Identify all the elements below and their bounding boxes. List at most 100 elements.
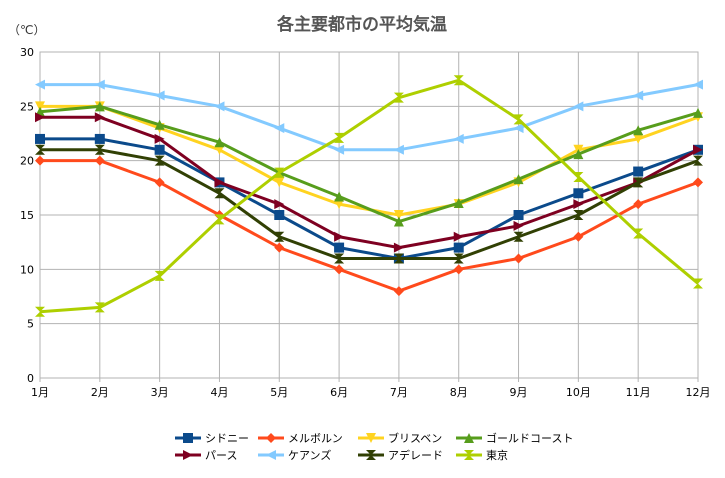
data-point — [453, 133, 464, 144]
legend-item: シドニー — [175, 432, 249, 445]
data-point — [453, 242, 464, 253]
data-point — [693, 278, 703, 289]
x-tick-label: 10月 — [566, 386, 591, 399]
data-point — [154, 270, 165, 281]
data-point — [154, 144, 165, 155]
legend-swatch-marker — [366, 450, 376, 460]
data-point — [334, 253, 345, 264]
legend-swatch-marker — [183, 433, 193, 443]
series-5 — [35, 112, 703, 253]
legend-item: ゴールドコースト — [456, 431, 573, 445]
data-point — [214, 137, 225, 148]
series-lines — [35, 75, 703, 317]
y-tick-label: 0 — [27, 372, 34, 385]
x-tick-label: 7月 — [390, 386, 408, 399]
data-point — [334, 191, 345, 202]
data-point — [453, 264, 464, 275]
data-point — [573, 101, 584, 112]
data-point — [154, 90, 165, 101]
data-point — [393, 216, 404, 227]
y-tick-label: 15 — [20, 209, 34, 222]
legend-swatch-marker — [464, 433, 474, 443]
x-tick-label: 4月 — [210, 386, 228, 399]
data-point — [94, 133, 105, 144]
series-6 — [35, 79, 703, 155]
series-line — [39, 104, 699, 224]
y-tick-label: 30 — [20, 46, 34, 59]
data-point — [214, 144, 225, 155]
legend-item: ブリスベン — [358, 431, 442, 445]
data-point — [35, 144, 45, 155]
legend-label: ゴールドコースト — [486, 431, 573, 445]
data-point — [35, 101, 45, 112]
data-point — [513, 231, 524, 242]
x-tick-label: 12月 — [686, 386, 711, 399]
series-line — [40, 159, 699, 293]
legend-label: パース — [205, 449, 237, 462]
legend-label: メルボルン — [288, 432, 343, 445]
data-point — [453, 198, 464, 209]
data-point — [214, 188, 225, 199]
data-point — [154, 119, 165, 130]
data-point — [334, 199, 345, 210]
data-point — [334, 144, 345, 155]
data-point — [573, 199, 584, 210]
data-point — [334, 231, 345, 242]
legend-swatch-marker — [266, 450, 276, 460]
legend-item: 東京 — [456, 448, 508, 462]
data-point — [154, 177, 165, 188]
legend-label: シドニー — [205, 432, 249, 445]
data-point — [393, 144, 404, 155]
x-tick-label: 1月 — [31, 386, 49, 399]
data-point — [633, 90, 644, 101]
data-point — [393, 92, 404, 103]
data-point — [35, 79, 45, 90]
data-point — [573, 231, 584, 242]
data-point — [693, 155, 703, 166]
series-2 — [35, 155, 703, 297]
y-tick-label: 20 — [20, 155, 34, 168]
data-point — [274, 199, 285, 210]
legend-label: ケアンズ — [288, 448, 331, 462]
data-point — [513, 174, 524, 185]
data-point — [334, 132, 345, 143]
data-point — [274, 167, 285, 178]
data-point — [274, 242, 285, 253]
legend-swatch-marker — [464, 450, 474, 460]
legend-item: アデレード — [358, 448, 443, 462]
data-point — [94, 144, 105, 155]
x-tick-label: 3月 — [151, 386, 169, 399]
y-axis-unit-label: （℃） — [8, 23, 45, 37]
data-point — [35, 133, 45, 144]
data-point — [633, 177, 644, 188]
data-point — [214, 177, 225, 188]
data-point — [633, 199, 644, 210]
x-tick-label: 8月 — [450, 386, 468, 399]
axes: 0 5 10 15 20 25 30 1月 2月 3月 4月 5月 6月 7月 8月 9月 10月 11月 12月 — [20, 46, 711, 399]
data-point — [274, 123, 285, 134]
series-8 — [35, 75, 703, 317]
series-line — [40, 148, 699, 260]
data-point — [573, 149, 584, 160]
legend-label: ブリスベン — [388, 431, 442, 445]
data-point — [393, 242, 404, 253]
x-tick-label: 5月 — [270, 386, 288, 399]
data-point — [693, 79, 703, 90]
legend-label: 東京 — [486, 448, 508, 462]
data-point — [633, 125, 644, 136]
data-point — [633, 133, 644, 144]
data-point — [693, 177, 703, 188]
legend-swatch-marker — [266, 433, 276, 443]
legend-swatch-marker — [366, 433, 376, 443]
plot-area-border — [39, 51, 699, 379]
x-tick-label: 11月 — [626, 386, 651, 399]
data-point — [513, 253, 524, 264]
data-point — [214, 101, 225, 112]
data-point — [334, 242, 345, 253]
data-point — [214, 214, 225, 225]
grid-lines — [39, 51, 699, 379]
legend-label: アデレード — [388, 448, 443, 462]
legend-item: パース — [175, 449, 237, 462]
legend-item: ケアンズ — [258, 448, 331, 462]
